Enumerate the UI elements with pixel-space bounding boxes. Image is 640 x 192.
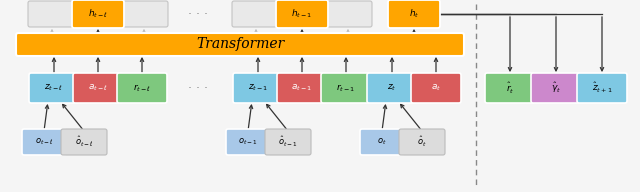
Text: · · ·: · · · (188, 81, 208, 94)
FancyBboxPatch shape (120, 1, 168, 27)
Text: $h_{t-\ell}$: $h_{t-\ell}$ (88, 8, 108, 20)
FancyBboxPatch shape (22, 129, 66, 155)
Text: $\hat{o}_{t-1}$: $\hat{o}_{t-1}$ (278, 135, 298, 149)
FancyBboxPatch shape (321, 73, 371, 103)
FancyBboxPatch shape (367, 73, 417, 103)
Text: $\hat{z}_{t+1}$: $\hat{z}_{t+1}$ (592, 81, 612, 95)
FancyBboxPatch shape (28, 1, 76, 27)
Text: $a_{t-1}$: $a_{t-1}$ (291, 83, 312, 93)
FancyBboxPatch shape (29, 73, 79, 103)
FancyBboxPatch shape (324, 1, 372, 27)
Text: $\hat{o}_t$: $\hat{o}_t$ (417, 135, 427, 149)
Text: $h_{t-1}$: $h_{t-1}$ (291, 8, 313, 20)
FancyBboxPatch shape (226, 129, 270, 155)
FancyBboxPatch shape (388, 0, 440, 28)
FancyBboxPatch shape (277, 73, 327, 103)
FancyBboxPatch shape (411, 73, 461, 103)
Text: · · ·: · · · (188, 7, 208, 21)
Text: $h_t$: $h_t$ (409, 8, 419, 20)
FancyBboxPatch shape (233, 73, 283, 103)
FancyBboxPatch shape (61, 129, 107, 155)
FancyBboxPatch shape (73, 73, 123, 103)
Text: Transformer: Transformer (196, 37, 284, 51)
FancyBboxPatch shape (276, 0, 328, 28)
FancyBboxPatch shape (72, 0, 124, 28)
FancyBboxPatch shape (531, 73, 581, 103)
Text: $z_t$: $z_t$ (387, 83, 397, 93)
Text: $z_{t-\ell}$: $z_{t-\ell}$ (44, 83, 63, 93)
FancyBboxPatch shape (117, 73, 167, 103)
Text: $r_{t-\ell}$: $r_{t-\ell}$ (133, 82, 151, 94)
Text: $o_{t-\ell}$: $o_{t-\ell}$ (35, 137, 53, 147)
Text: $\hat{r}_t$: $\hat{r}_t$ (506, 80, 515, 96)
Text: $a_{t-\ell}$: $a_{t-\ell}$ (88, 83, 108, 93)
Text: $a_t$: $a_t$ (431, 83, 441, 93)
Text: $o_t$: $o_t$ (377, 137, 387, 147)
Text: $\hat{\gamma}_t$: $\hat{\gamma}_t$ (551, 81, 561, 95)
FancyBboxPatch shape (16, 33, 464, 56)
FancyBboxPatch shape (360, 129, 404, 155)
FancyBboxPatch shape (232, 1, 280, 27)
Text: $o_{t-1}$: $o_{t-1}$ (238, 137, 258, 147)
Text: $z_{t-1}$: $z_{t-1}$ (248, 83, 268, 93)
Text: $\hat{o}_{t-\ell}$: $\hat{o}_{t-\ell}$ (75, 135, 93, 149)
FancyBboxPatch shape (265, 129, 311, 155)
Text: $r_{t-1}$: $r_{t-1}$ (336, 82, 356, 94)
FancyBboxPatch shape (485, 73, 535, 103)
FancyBboxPatch shape (577, 73, 627, 103)
FancyBboxPatch shape (399, 129, 445, 155)
